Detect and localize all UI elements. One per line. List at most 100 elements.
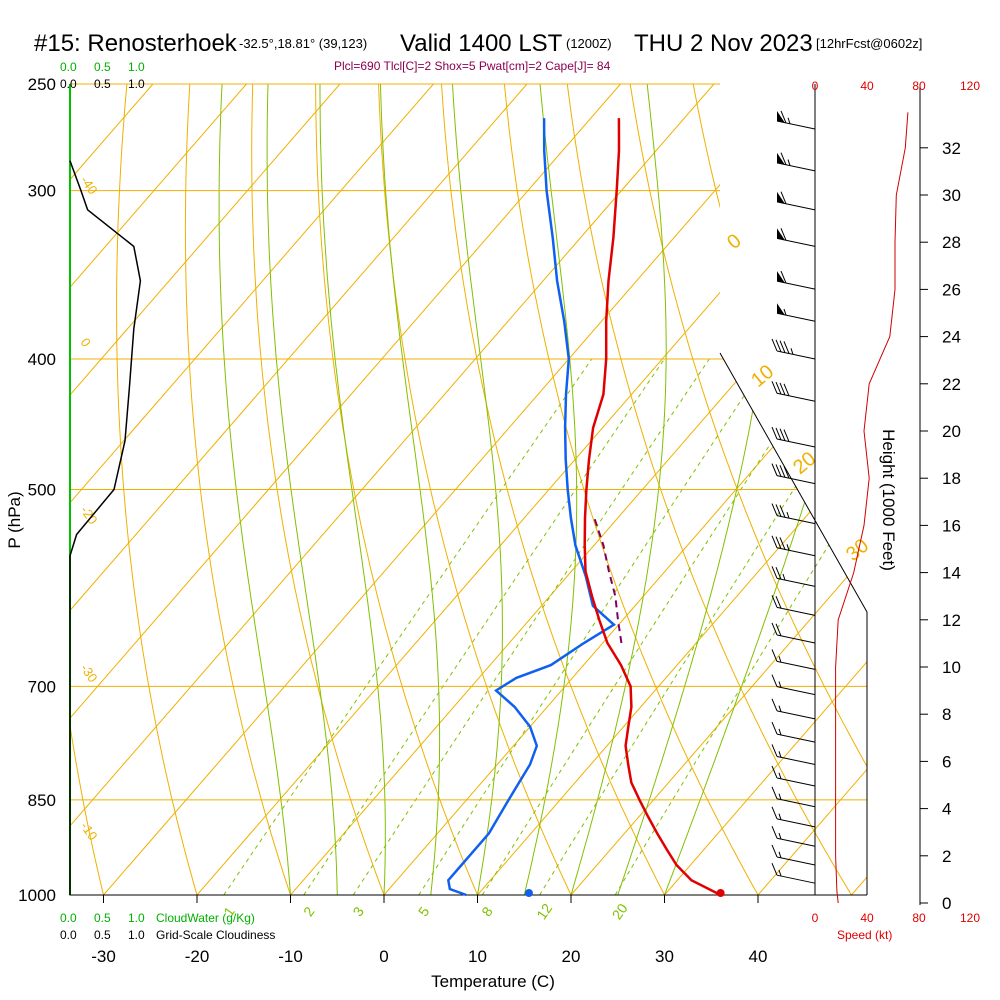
mixing-ratio-lines [223,358,867,895]
isobar-lines [70,83,867,896]
cloudwater-label: CloudWater (g/Kg) [156,911,255,925]
station-title: #15: Renosterhoek [34,30,238,57]
height-tick-label: 2 [942,847,951,866]
isotherm-label: -20 [78,503,101,527]
dry-adiabat-line [184,84,291,895]
y-axis-title: P (hPa) [5,491,24,548]
parcel-trace [593,517,623,644]
isotherm-label: 0 [78,335,94,350]
wind-barb [771,535,816,557]
mixing-ratio-label: 2 [300,903,318,919]
dry-adiabat-line [116,84,198,895]
dry-adiabat-line [378,84,572,895]
dry-adiabat-line [441,84,665,895]
speed-scale-top-1: 40 [860,79,874,93]
isotherm-labels: -40 0 -20 -30 -10 [78,173,101,843]
mixing-ratio-line [352,358,710,895]
adiabat-label: 10 [747,361,778,392]
forecast-date: THU 2 Nov 2023 [634,30,813,57]
plot-right-boundary [719,352,868,895]
wind-barb [771,381,816,402]
pressure-tick-label: 250 [28,75,56,94]
x-tick-label: 10 [468,947,487,966]
temperature-trace [583,118,725,897]
dry-adiabat-line [629,84,867,895]
forecast-run: [12hrFcst@0602z] [816,36,922,51]
moist-adiabat-lines [218,84,867,895]
speed-scale-bottom-1: 40 [860,911,874,925]
moist-adiabat-line [380,84,441,895]
dry-adiabat-line [503,84,759,895]
wind-barb [771,844,816,866]
height-tick-label: 14 [942,564,961,583]
wind-barb [771,721,816,743]
height-tick-label: 4 [942,800,951,819]
mixing-ratio-label: 12 [533,900,555,922]
cloud-scale-bottom-black-2: 1.0 [128,928,145,942]
moist-adiabat-line [218,84,291,895]
pressure-tick-label: 400 [28,350,56,369]
temperature-line [583,118,722,897]
speed-scale-bottom-3: 120 [960,911,980,925]
isotherm-line [70,84,247,895]
wind-speed-profile [835,112,909,904]
height-tick-label: 6 [942,752,951,771]
height-tick-label: 10 [942,658,961,677]
x-tick-label: -10 [278,947,303,966]
indices-subtitle: Plcl=690 Tlcl[C]=2 Shox=5 Pwat[cm]=2 Cap… [334,59,611,73]
x-tick-label: -30 [91,947,116,966]
dry-adiabat-line [315,84,478,895]
dry-adiabat-line [818,84,867,895]
dry-adiabat-line [945,84,1000,895]
cloud-scale-bottom-green-1: 0.5 [94,911,111,925]
x-tick-label: 30 [655,947,674,966]
wind-barb [771,463,816,485]
wind-barb [776,270,816,290]
speed-scale-top-3: 120 [960,79,980,93]
cloud-scale-top-black-0: 0.0 [60,77,77,91]
zulu-time: (1200Z) [566,36,612,51]
moist-adiabat-line [319,84,386,895]
x-tick-label: 0 [379,947,388,966]
isotherm-label: -40 [78,173,101,197]
height-tick-label: 12 [942,611,961,630]
valid-time: Valid 1400 LST [400,30,563,57]
mixing-ratio-label: 8 [478,903,496,919]
height-tick-label: 8 [942,705,951,724]
wind-barb [776,228,816,247]
wind-barb [771,338,816,360]
cloud-scale-bottom-black-1: 0.5 [94,928,111,942]
height-tick-label: 26 [942,280,961,299]
cloud-scale-top-green-0: 0.0 [60,60,77,74]
dewpoint-trace [446,118,616,897]
cloud-scale-bottom-green-0: 0.0 [60,911,77,925]
cloud-scale-bottom-black-0: 0.0 [60,928,77,942]
cloud-scale-top-black-2: 1.0 [128,77,145,91]
wind-barb [771,806,816,828]
mixing-ratio-labels: 1 2 3 5 8 12 20 [220,900,631,922]
wind-barb [776,110,816,130]
cloudiness-label: Grid-Scale Cloudiness [156,928,275,942]
speed-scale-top-2: 80 [912,79,926,93]
height-tick-label: 22 [942,375,961,394]
height-tick-label: 18 [942,469,961,488]
moist-adiabat-line [266,84,338,895]
isotherm-label: -10 [78,819,101,843]
pressure-tick-label: 850 [28,791,56,810]
moist-adiabat-line [523,84,578,895]
wind-barb [771,674,816,696]
mixing-ratio-label: 20 [609,900,631,922]
mixing-ratio-line [539,358,867,895]
cloudiness-line [69,160,142,895]
isotherm-line [70,84,341,895]
wind-barb [771,744,816,765]
adiabat-label: 20 [789,448,820,479]
height-tick-label: 30 [942,186,961,205]
cloud-scale-top-green-2: 1.0 [128,60,145,74]
mixing-ratio-label: 3 [349,903,367,919]
station-coords: -32.5°,18.81° (39,123) [239,36,367,51]
height-tick-label: 24 [942,328,961,347]
pressure-tick-label: 500 [28,481,56,500]
moist-adiabat-line [452,84,503,895]
